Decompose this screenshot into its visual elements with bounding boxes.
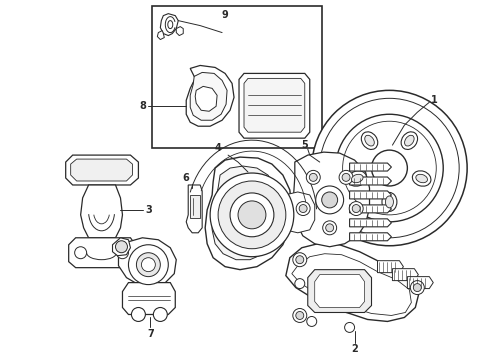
Circle shape (136, 253, 160, 276)
Polygon shape (157, 31, 164, 40)
Polygon shape (119, 238, 176, 287)
Polygon shape (186, 66, 234, 126)
Circle shape (142, 258, 155, 272)
Polygon shape (205, 157, 292, 270)
Bar (152, 6, 322, 148)
Circle shape (131, 307, 146, 321)
Circle shape (322, 192, 338, 208)
Circle shape (309, 174, 317, 181)
Polygon shape (190, 72, 227, 120)
Polygon shape (349, 219, 392, 227)
Ellipse shape (365, 135, 374, 146)
Circle shape (296, 256, 304, 264)
Circle shape (296, 202, 310, 216)
Circle shape (293, 253, 307, 267)
Text: 7: 7 (147, 329, 154, 339)
Text: 1: 1 (431, 95, 438, 105)
Circle shape (293, 309, 307, 323)
Text: 2: 2 (351, 345, 358, 354)
Polygon shape (349, 163, 392, 171)
Ellipse shape (351, 174, 363, 183)
Circle shape (117, 247, 128, 259)
Text: 3: 3 (146, 205, 152, 215)
Polygon shape (160, 14, 178, 36)
Ellipse shape (386, 196, 393, 208)
Polygon shape (349, 205, 392, 213)
Text: 4: 4 (215, 143, 221, 153)
Polygon shape (176, 27, 183, 36)
Circle shape (414, 284, 421, 292)
Circle shape (339, 170, 353, 184)
Circle shape (316, 186, 343, 214)
Ellipse shape (401, 132, 417, 149)
Circle shape (352, 204, 360, 212)
Ellipse shape (382, 193, 397, 211)
Circle shape (218, 181, 286, 249)
Polygon shape (315, 275, 365, 307)
Circle shape (210, 173, 294, 257)
Polygon shape (195, 86, 217, 111)
Text: 5: 5 (301, 140, 308, 150)
Polygon shape (349, 191, 392, 199)
Polygon shape (349, 233, 392, 241)
Polygon shape (392, 269, 418, 280)
Text: 6: 6 (183, 173, 190, 183)
Text: 8: 8 (140, 101, 147, 111)
Circle shape (342, 174, 350, 181)
Circle shape (306, 170, 320, 184)
Circle shape (336, 114, 443, 222)
Circle shape (295, 279, 305, 289)
Polygon shape (66, 155, 138, 185)
Polygon shape (71, 159, 132, 181)
Polygon shape (377, 261, 403, 273)
Polygon shape (308, 270, 371, 312)
Circle shape (307, 316, 317, 327)
Circle shape (344, 323, 355, 332)
Polygon shape (113, 238, 130, 256)
Polygon shape (293, 152, 369, 247)
Polygon shape (286, 244, 419, 321)
Circle shape (128, 245, 168, 285)
Polygon shape (122, 283, 175, 315)
Circle shape (326, 224, 334, 232)
Polygon shape (407, 276, 433, 289)
Circle shape (410, 280, 424, 294)
Polygon shape (244, 78, 305, 132)
Polygon shape (212, 166, 283, 260)
Polygon shape (239, 73, 310, 138)
Polygon shape (186, 185, 202, 233)
Circle shape (116, 241, 127, 253)
Circle shape (312, 90, 467, 246)
Polygon shape (69, 238, 135, 268)
Circle shape (296, 311, 304, 319)
Polygon shape (349, 177, 392, 185)
Circle shape (349, 202, 363, 216)
Polygon shape (280, 192, 315, 233)
Circle shape (238, 201, 266, 229)
Ellipse shape (405, 135, 414, 146)
Ellipse shape (348, 171, 367, 186)
Ellipse shape (361, 132, 378, 149)
Circle shape (371, 150, 407, 186)
Text: 9: 9 (221, 10, 228, 20)
Circle shape (230, 193, 274, 237)
Ellipse shape (416, 174, 427, 183)
Polygon shape (190, 195, 200, 218)
Circle shape (74, 247, 87, 259)
Polygon shape (81, 185, 122, 238)
Circle shape (323, 221, 337, 235)
Circle shape (299, 204, 307, 212)
Circle shape (153, 307, 167, 321)
Ellipse shape (413, 171, 431, 186)
